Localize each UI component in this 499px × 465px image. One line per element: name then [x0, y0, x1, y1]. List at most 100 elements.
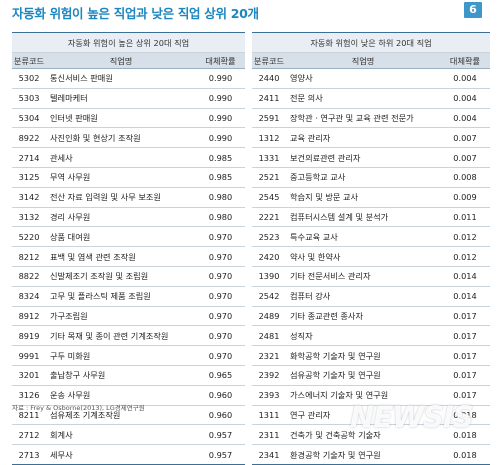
cell-code: 8919: [12, 325, 46, 347]
high-risk-table: 자동화 위험이 높은 상위 20대 직업 분류코드 직업명 대체확률 5302 통…: [12, 32, 245, 465]
high-risk-table-caption: 자동화 위험이 높은 상위 20대 직업: [12, 32, 245, 53]
header-probability: 대체확률: [196, 52, 245, 69]
cell-probability: 0.017: [440, 306, 490, 327]
cell-code: 5302: [12, 68, 46, 89]
table-row: 2341 환경공학 기술자 및 연구원 0.018: [252, 444, 490, 465]
page-number-badge: 6: [464, 2, 482, 18]
cell-probability: 0.970: [196, 306, 245, 327]
table-row: 9991 구두 미화원 0.970: [12, 345, 245, 366]
cell-probability: 0.004: [440, 68, 490, 89]
cell-code: 8211: [12, 405, 46, 426]
cell-probability: 0.957: [196, 424, 245, 446]
cell-probability: 0.009: [440, 187, 490, 208]
table-row: 5303 텔레마케터 0.990: [12, 88, 245, 109]
table-row: 2591 장학관 · 연구관 및 교육 관련 전문가 0.004: [252, 108, 490, 129]
cell-job-name: 표백 및 염색 관련 조작원: [46, 246, 196, 267]
cell-job-name: 섬유제조 기계조작원: [46, 405, 196, 426]
table-row: 8822 신발제조기 조작원 및 조립원 0.970: [12, 266, 245, 287]
cell-job-name: 특수교육 교사: [286, 226, 440, 248]
table-row: 2420 약사 및 한약사 0.012: [252, 246, 490, 267]
cell-probability: 0.980: [196, 207, 245, 228]
page-title: 자동화 위험이 높은 직업과 낮은 직업 상위 20개: [12, 6, 259, 21]
table-row: 8211 섬유제조 기계조작원 0.960: [12, 405, 245, 426]
cell-code: 2523: [252, 226, 286, 248]
cell-job-name: 약사 및 한약사: [286, 246, 440, 267]
table-row: 2713 세무사 0.957: [12, 444, 245, 465]
cell-probability: 0.960: [196, 405, 245, 426]
cell-job-name: 관세사: [46, 147, 196, 168]
table-row: 8919 기타 목재 및 종이 관련 기계조작원 0.970: [12, 325, 245, 347]
header-job: 직업명: [286, 52, 440, 69]
cell-code: 2221: [252, 207, 286, 228]
cell-probability: 0.011: [440, 207, 490, 228]
table-row: 2311 건축가 및 건축공학 기술자 0.018: [252, 424, 490, 446]
cell-job-name: 화학공학 기술자 및 연구원: [286, 345, 440, 366]
cell-probability: 0.985: [196, 167, 245, 188]
cell-probability: 0.990: [196, 88, 245, 109]
cell-job-name: 인터넷 판매원: [46, 108, 196, 129]
cell-code: 2489: [252, 306, 286, 327]
cell-job-name: 고무 및 플라스틱 제품 조립원: [46, 286, 196, 307]
cell-job-name: 교육 관리자: [286, 127, 440, 149]
cell-code: 2392: [252, 365, 286, 386]
table-row: 1390 기타 전문서비스 관리자 0.014: [252, 266, 490, 287]
cell-job-name: 세무사: [46, 444, 196, 465]
cell-code: 2713: [12, 444, 46, 465]
cell-code: 8212: [12, 246, 46, 267]
cell-code: 3132: [12, 207, 46, 228]
cell-code: 5220: [12, 226, 46, 248]
cell-code: 2712: [12, 424, 46, 446]
cell-code: 2591: [252, 108, 286, 129]
table-row: 3132 경리 사무원 0.980: [12, 207, 245, 228]
source-note: 자료 : Frey & Osborne(2013), LG경제연구원: [12, 404, 145, 412]
header-code: 분류코드: [12, 52, 46, 69]
cell-code: 1390: [252, 266, 286, 287]
cell-job-name: 운송 사무원: [46, 385, 196, 406]
cell-code: 8922: [12, 127, 46, 149]
cell-job-name: 건축가 및 건축공학 기술자: [286, 424, 440, 446]
header-job: 직업명: [46, 52, 196, 69]
cell-code: 2521: [252, 167, 286, 188]
cell-job-name: 연구 관리자: [286, 405, 440, 426]
table-row: 5304 인터넷 판매원 0.990: [12, 108, 245, 129]
cell-probability: 0.957: [196, 444, 245, 465]
table-row: 2489 기타 종교관련 종사자 0.017: [252, 306, 490, 327]
cell-code: 2321: [252, 345, 286, 366]
cell-probability: 0.007: [440, 127, 490, 149]
table-row: 2321 화학공학 기술자 및 연구원 0.017: [252, 345, 490, 366]
cell-code: 2545: [252, 187, 286, 208]
cell-job-name: 구두 미화원: [46, 345, 196, 366]
header-probability: 대체확률: [440, 52, 490, 69]
table-row: 2523 특수교육 교사 0.012: [252, 226, 490, 248]
newsis-watermark: NEWSIS: [350, 400, 474, 434]
cell-job-name: 회계사: [46, 424, 196, 446]
cell-probability: 0.012: [440, 246, 490, 267]
table-row: 1311 연구 관리자 0.018: [252, 405, 490, 426]
cell-job-name: 환경공학 기술자 및 연구원: [286, 444, 440, 465]
cell-probability: 0.008: [440, 167, 490, 188]
cell-job-name: 중고등학교 교사: [286, 167, 440, 188]
cell-job-name: 섬유공학 기술자 및 연구원: [286, 365, 440, 386]
cell-code: 3126: [12, 385, 46, 406]
cell-job-name: 기타 종교관련 종사자: [286, 306, 440, 327]
cell-probability: 0.970: [196, 266, 245, 287]
cell-probability: 0.004: [440, 88, 490, 109]
cell-probability: 0.990: [196, 127, 245, 149]
low-risk-table-body: 2440 영양사 0.004 2411 전문 의사 0.004 2591 장학관 · 연구관 …: [252, 68, 490, 465]
table-row: 2392 섬유공학 기술자 및 연구원 0.017: [252, 365, 490, 386]
table-row: 3201 출납창구 사무원 0.965: [12, 365, 245, 386]
cell-job-name: 성직자: [286, 325, 440, 347]
cell-code: 3125: [12, 167, 46, 188]
cell-job-name: 장학관 · 연구관 및 교육 관련 전문가: [286, 108, 440, 129]
header-code: 분류코드: [252, 52, 286, 69]
cell-code: 5304: [12, 108, 46, 129]
cell-job-name: 가구조립원: [46, 306, 196, 327]
cell-code: 9991: [12, 345, 46, 366]
cell-code: 2411: [252, 88, 286, 109]
table-row: 2411 전문 의사 0.004: [252, 88, 490, 109]
cell-probability: 0.014: [440, 266, 490, 287]
table-row: 8212 표백 및 염색 관련 조작원 0.970: [12, 246, 245, 267]
cell-job-name: 출납창구 사무원: [46, 365, 196, 386]
cell-job-name: 기타 전문서비스 관리자: [286, 266, 440, 287]
cell-code: 2481: [252, 325, 286, 347]
